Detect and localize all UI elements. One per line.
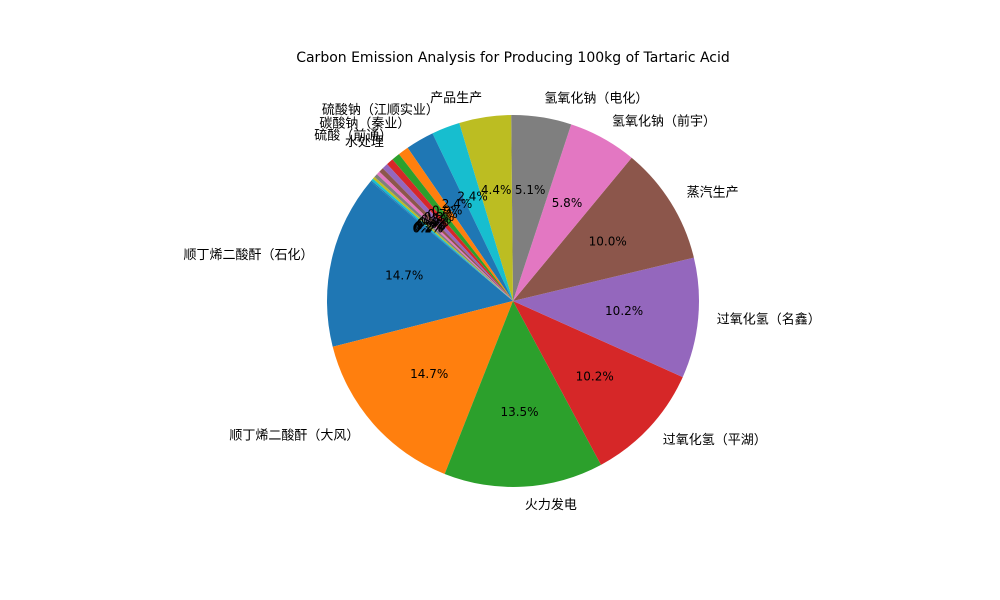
slice-label: 氢氧化钠（电化）: [544, 91, 648, 106]
pie-slice: [513, 157, 694, 301]
pie-slice: [444, 301, 602, 488]
percent-label: 0.7%: [427, 207, 458, 221]
percent-label: 0.2%: [413, 221, 444, 235]
pie-slice: [379, 168, 513, 301]
percent-label: 14.7%: [385, 269, 423, 283]
slice-label: 硫酸（前通）: [314, 127, 392, 143]
slice-label: 水处理: [345, 135, 384, 150]
percent-label: 5.1%: [515, 183, 546, 197]
slice-label: 火力发电: [525, 497, 577, 513]
pie-slice: [513, 301, 683, 465]
slice-label: 产品生产: [430, 91, 482, 106]
slice-label: 过氧化氢（平湖）: [663, 433, 767, 448]
percent-label: 0.1%: [412, 221, 443, 235]
pie-slice: [376, 171, 513, 301]
percent-label: 10.2%: [576, 370, 614, 384]
percent-label: 0.3%: [415, 218, 446, 232]
percent-label: 5.8%: [552, 196, 583, 210]
percent-label: 2.4%: [442, 197, 473, 211]
pie-slice: [387, 159, 513, 301]
slice-label: 氢氧化钠（前宇）: [612, 113, 716, 129]
percent-label: 2.4%: [457, 189, 488, 203]
pie-slice: [398, 147, 513, 301]
pie-slice: [371, 178, 513, 301]
pie-slice: [374, 174, 513, 301]
chart-title: Carbon Emission Analysis for Producing 1…: [296, 50, 730, 66]
slice-label: 硫酸钠（江顺实业）: [322, 103, 439, 118]
slice-label: 碳酸钠（秦业）: [319, 116, 410, 131]
pie-slice: [392, 154, 513, 301]
slice-label: 顺丁烯二酸酐（大风）: [229, 429, 359, 444]
pie-slice: [432, 122, 513, 301]
slice-label: 蒸汽生产: [687, 185, 739, 200]
pie-slice: [513, 257, 699, 378]
percent-label: 14.7%: [410, 367, 448, 381]
percent-label: 0.9%: [432, 203, 463, 217]
percent-label: 0.6%: [424, 210, 455, 224]
pie-slice: [382, 164, 513, 301]
pie-slice: [326, 181, 513, 347]
pie-slice: [513, 124, 632, 301]
pie-slice: [459, 115, 513, 301]
percent-label: 4.4%: [481, 183, 512, 197]
percent-label: 10.0%: [589, 234, 627, 248]
pie-slice: [370, 180, 513, 301]
percent-label: 0.2%: [414, 220, 445, 234]
percent-label: 10.2%: [605, 304, 643, 318]
pie-slice: [332, 301, 513, 474]
percent-label: 0.4%: [419, 215, 450, 229]
percent-label: 0.3%: [417, 217, 448, 231]
pie-slice: [372, 176, 513, 301]
percent-label: 13.5%: [500, 405, 538, 419]
pie-slice: [407, 133, 513, 301]
percent-label: 0.5%: [421, 213, 452, 227]
pie-slice: [511, 115, 572, 301]
slice-label: 顺丁烯二酸酐（石化）: [184, 248, 314, 263]
slice-label: 过氧化氢（名鑫）: [717, 311, 821, 327]
